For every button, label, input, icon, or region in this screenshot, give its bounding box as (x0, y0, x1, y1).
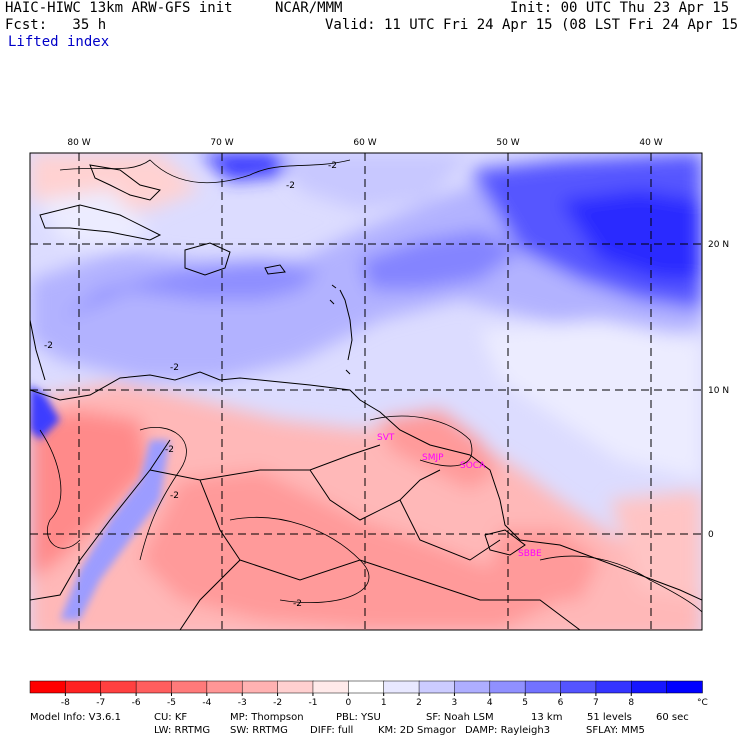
colorbar-tick-label: 6 (558, 698, 564, 708)
footer-sw: SW: RRTMG (230, 725, 288, 736)
colorbar-swatch (100, 680, 137, 694)
footer-mp: MP: Thompson (230, 712, 304, 723)
colorbar-swatch (489, 680, 526, 694)
footer-model-info: Model Info: V3.6.1 (30, 712, 121, 723)
lon-label-60w: 60 W (353, 138, 376, 148)
colorbar-swatch (277, 680, 314, 694)
colorbar-swatch (560, 680, 597, 694)
footer-timestep: 60 sec (656, 712, 689, 723)
forecast-hour: Fcst: 35 h (5, 17, 107, 33)
colorbar-swatch (631, 680, 668, 694)
footer-diff: DIFF: full (310, 725, 354, 736)
colorbar-tick-label: 1 (381, 698, 387, 708)
station-sbbe: SBBE (518, 549, 542, 559)
colorbar-swatch (241, 680, 279, 694)
colorbar-swatch (206, 680, 243, 694)
colorbar-tick-label: -4 (202, 698, 211, 708)
footer-sflay: SFLAY: MM5 (586, 725, 645, 736)
org-label: NCAR/MMM (275, 0, 343, 16)
colorbar-tick-label: -6 (132, 698, 141, 708)
valid-time: Valid: 11 UTC Fri 24 Apr 15 (08 LST Fri … (325, 17, 740, 33)
footer-cu: CU: KF (154, 712, 188, 723)
colorbar-tick-label: 7 (593, 698, 599, 708)
colorbar-swatch (171, 680, 208, 694)
colorbar-swatch (312, 680, 350, 694)
station-smjp: SMJP (422, 453, 444, 463)
contour-label: -2 (170, 363, 179, 373)
lat-label-0: 0 (708, 530, 714, 540)
colorbar-unit: °C (697, 698, 708, 708)
colorbar-swatch (383, 680, 420, 694)
colorbar-tick-label: 8 (628, 698, 634, 708)
map-frame (29, 152, 703, 631)
station-svt: SVT (377, 433, 395, 443)
colorbar-tick-label: 5 (522, 698, 528, 708)
colorbar-swatch (524, 680, 562, 694)
contour-label: -2 (170, 491, 179, 501)
lat-label-20n: 20 N (708, 240, 729, 250)
lon-label-40w: 40 W (639, 138, 662, 148)
footer-km: KM: 2D Smagor (378, 725, 456, 736)
colorbar-tick-label: -3 (238, 698, 247, 708)
footer-damp: DAMP: Rayleigh3 (465, 725, 551, 736)
lon-label-50w: 50 W (496, 138, 519, 148)
colorbar-tick-label: 0 (345, 698, 351, 708)
contour-label: -2 (165, 445, 174, 455)
colorbar-tick-label: 3 (452, 698, 458, 708)
colorbar-swatch (65, 680, 102, 694)
colorbar-swatch (418, 680, 456, 694)
colorbar-swatch (595, 680, 633, 694)
footer-pbl: PBL: YSU (336, 712, 381, 723)
init-time: Init: 00 UTC Thu 23 Apr 15 (510, 0, 730, 16)
colorbar (29, 680, 703, 694)
li-contours (39, 159, 702, 613)
colorbar-tick-label: -7 (96, 698, 105, 708)
colorbar-tick-label: -1 (308, 698, 317, 708)
footer-levels: 51 levels (587, 712, 632, 723)
station-soca: SOCA (460, 461, 486, 471)
colorbar-swatch (666, 680, 703, 694)
colorbar-tick-label: 2 (416, 698, 422, 708)
colorbar-swatch (348, 680, 385, 694)
colorbar-ticks: -8 -7 -6 -5 -4 -3 -2 -1 0 1 2 3 4 5 6 7 8 (61, 693, 634, 708)
colorbar-swatch (135, 680, 173, 694)
colorbar-swatch (454, 680, 491, 694)
lon-label-80w: 80 W (67, 138, 90, 148)
contour-label: -2 (328, 161, 337, 171)
coastlines (30, 164, 702, 630)
footer-lw: LW: RRTMG (154, 725, 211, 736)
lat-label-10n: 10 N (708, 386, 729, 396)
colorbar-tick-label: -8 (61, 698, 70, 708)
footer-sf: SF: Noah LSM (426, 712, 494, 723)
colorbar-tick-label: 4 (487, 698, 493, 708)
lon-label-70w: 70 W (210, 138, 233, 148)
field-name: Lifted index (8, 34, 110, 50)
footer-resolution: 13 km (531, 712, 563, 723)
contour-label: -2 (293, 599, 302, 609)
model-title: HAIC-HIWC 13km ARW-GFS init (5, 0, 233, 16)
contour-label: -2 (286, 181, 295, 191)
colorbar-tick-label: -5 (167, 698, 176, 708)
field-shading (30, 153, 702, 630)
contour-label: -2 (44, 341, 53, 351)
colorbar-tick-label: -2 (273, 698, 282, 708)
colorbar-swatch (29, 680, 67, 694)
lat-lon-grid (30, 153, 702, 630)
